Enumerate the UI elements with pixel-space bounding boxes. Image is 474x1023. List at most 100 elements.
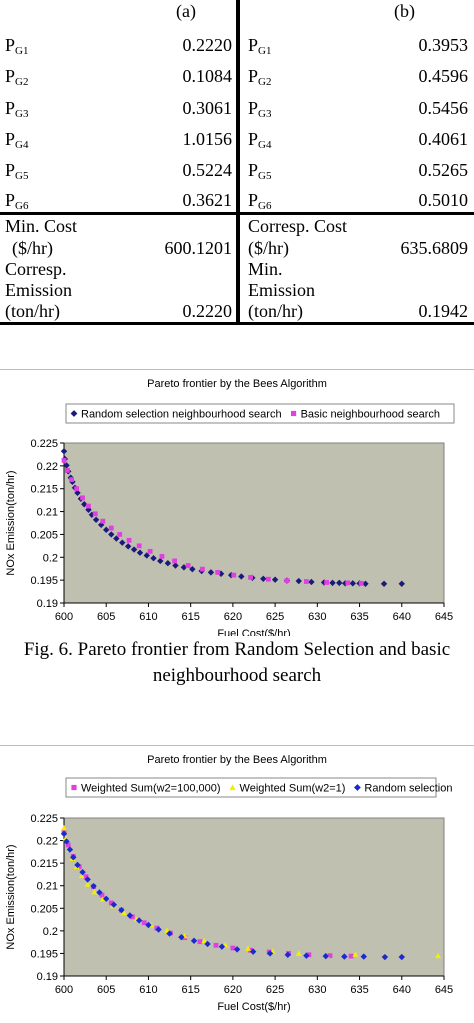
data-point bbox=[84, 881, 91, 887]
scatter-chart-svg: Pareto frontier by the Bees Algorithm Wei… bbox=[5, 754, 453, 1013]
row-value: 0.5224 bbox=[182, 160, 233, 180]
data-point bbox=[96, 889, 103, 896]
x-tick-label: 620 bbox=[224, 984, 242, 996]
y-tick-label: 0.195 bbox=[30, 575, 58, 587]
row-label: PG1 bbox=[248, 35, 272, 57]
x-tick-label: 640 bbox=[393, 984, 411, 996]
chart-legend: Random selection neighbourhood search Bas… bbox=[65, 403, 455, 424]
data-point bbox=[61, 457, 67, 463]
data-point bbox=[118, 906, 125, 914]
data-point bbox=[108, 525, 114, 531]
y-tick-label: 0.21 bbox=[37, 507, 58, 519]
data-point bbox=[215, 569, 221, 575]
data-point bbox=[99, 892, 105, 898]
summary-label: (ton/hr) bbox=[248, 301, 303, 321]
data-point bbox=[86, 503, 91, 509]
row-value: 0.4061 bbox=[418, 129, 469, 149]
data-point bbox=[130, 546, 138, 553]
figure-caption-line2: neighbourhood search bbox=[152, 665, 322, 686]
data-point bbox=[197, 939, 203, 945]
summary-label: Emission bbox=[248, 280, 316, 300]
data-point bbox=[213, 942, 219, 948]
table-divider-horizontal bbox=[0, 212, 474, 215]
y-tick-label: 0.21 bbox=[37, 881, 58, 893]
data-point bbox=[74, 489, 81, 497]
data-point bbox=[303, 579, 309, 584]
y-tick-label: 0.215 bbox=[30, 858, 58, 870]
y-axis-label: NOx Emission(ton/hr) bbox=[5, 844, 17, 949]
row-label: PG5 bbox=[248, 160, 272, 182]
summary-label: (ton/hr) bbox=[5, 301, 60, 321]
x-tick-label: 630 bbox=[308, 984, 326, 996]
data-point bbox=[130, 914, 135, 920]
y-axis-label: NOx Emission(ton/hr) bbox=[5, 470, 17, 575]
figure-7-chart: Pareto frontier by the Bees Algorithm Wei… bbox=[0, 746, 474, 1018]
x-axis-label: Fuel Cost($/hr) bbox=[217, 1001, 290, 1013]
x-tick-label: 610 bbox=[139, 611, 157, 623]
table-row: PG4 1.0156 bbox=[0, 125, 236, 153]
summary-label: Emission bbox=[5, 280, 73, 300]
data-point bbox=[63, 462, 70, 469]
data-point bbox=[248, 575, 254, 580]
data-point bbox=[92, 511, 98, 517]
x-axis-label: Fuel Cost($/hr) bbox=[217, 628, 290, 636]
column-header: (a) bbox=[176, 1, 196, 21]
chart-title: Pareto frontier by the Bees Algorithm bbox=[147, 378, 327, 390]
chart-legend: Weighted Sum(w2=100,000) Weighted Sum(w2=… bbox=[65, 777, 452, 798]
x-tick-label: 605 bbox=[97, 984, 115, 996]
row-value: 1.0156 bbox=[182, 129, 233, 149]
x-tick-label: 635 bbox=[350, 611, 368, 623]
data-point bbox=[207, 569, 215, 576]
legend-box bbox=[65, 777, 437, 798]
x-tick-label: 645 bbox=[435, 984, 453, 996]
data-point bbox=[200, 566, 205, 572]
figure-border-top bbox=[0, 369, 474, 370]
data-point bbox=[324, 580, 330, 585]
data-point bbox=[204, 940, 211, 948]
chart-title: Pareto frontier by the Bees Algorithm bbox=[147, 754, 327, 766]
y-tick-label: 0.2 bbox=[43, 552, 58, 564]
summary-label: Corresp. bbox=[5, 259, 67, 279]
data-point bbox=[117, 532, 123, 537]
data-point bbox=[327, 953, 333, 959]
x-tick-label: 640 bbox=[393, 611, 411, 623]
data-point bbox=[85, 506, 92, 513]
figure-caption-line1: Fig. 6. Pareto frontier from Random Sele… bbox=[23, 639, 451, 660]
data-point bbox=[81, 501, 88, 508]
data-point bbox=[233, 946, 241, 953]
data-point bbox=[348, 953, 354, 959]
summary-label: Min. Cost bbox=[5, 216, 78, 236]
y-tick-label: 0.19 bbox=[37, 971, 58, 983]
data-point bbox=[61, 825, 67, 831]
data-point bbox=[108, 531, 115, 538]
row-label: PG6 bbox=[5, 190, 29, 212]
x-tick-label: 605 bbox=[97, 611, 115, 623]
row-value: 0.3621 bbox=[182, 190, 233, 210]
x-tick-label: 615 bbox=[181, 611, 199, 623]
row-label: PG2 bbox=[248, 66, 272, 88]
summary-value: 0.2220 bbox=[182, 301, 233, 321]
data-point bbox=[306, 952, 312, 958]
table-row: PG6 0.5010 bbox=[240, 186, 474, 214]
column-header: (b) bbox=[394, 1, 415, 21]
y-tick-label: 0.225 bbox=[30, 813, 58, 825]
figure-6-chart: Pareto frontier by the Bees Algorithm Ran… bbox=[0, 370, 474, 640]
data-point bbox=[159, 553, 165, 559]
row-label: PG5 bbox=[5, 160, 29, 182]
data-point bbox=[352, 951, 359, 957]
row-value: 0.5265 bbox=[418, 160, 469, 180]
data-point bbox=[435, 952, 441, 959]
data-point bbox=[60, 448, 68, 455]
row-value: 0.4596 bbox=[418, 66, 469, 86]
x-tick-label: 610 bbox=[139, 984, 157, 996]
x-tick-label: 645 bbox=[435, 611, 453, 623]
data-point bbox=[108, 900, 114, 906]
table-row: PG2 0.1084 bbox=[0, 62, 236, 90]
row-label: PG6 bbox=[248, 190, 272, 212]
data-point bbox=[185, 563, 191, 568]
data-point bbox=[147, 548, 153, 554]
row-label: PG3 bbox=[248, 98, 272, 120]
y-tick-label: 0.215 bbox=[30, 484, 58, 496]
data-point bbox=[238, 573, 245, 580]
summary-label: ($/hr) bbox=[248, 238, 289, 258]
